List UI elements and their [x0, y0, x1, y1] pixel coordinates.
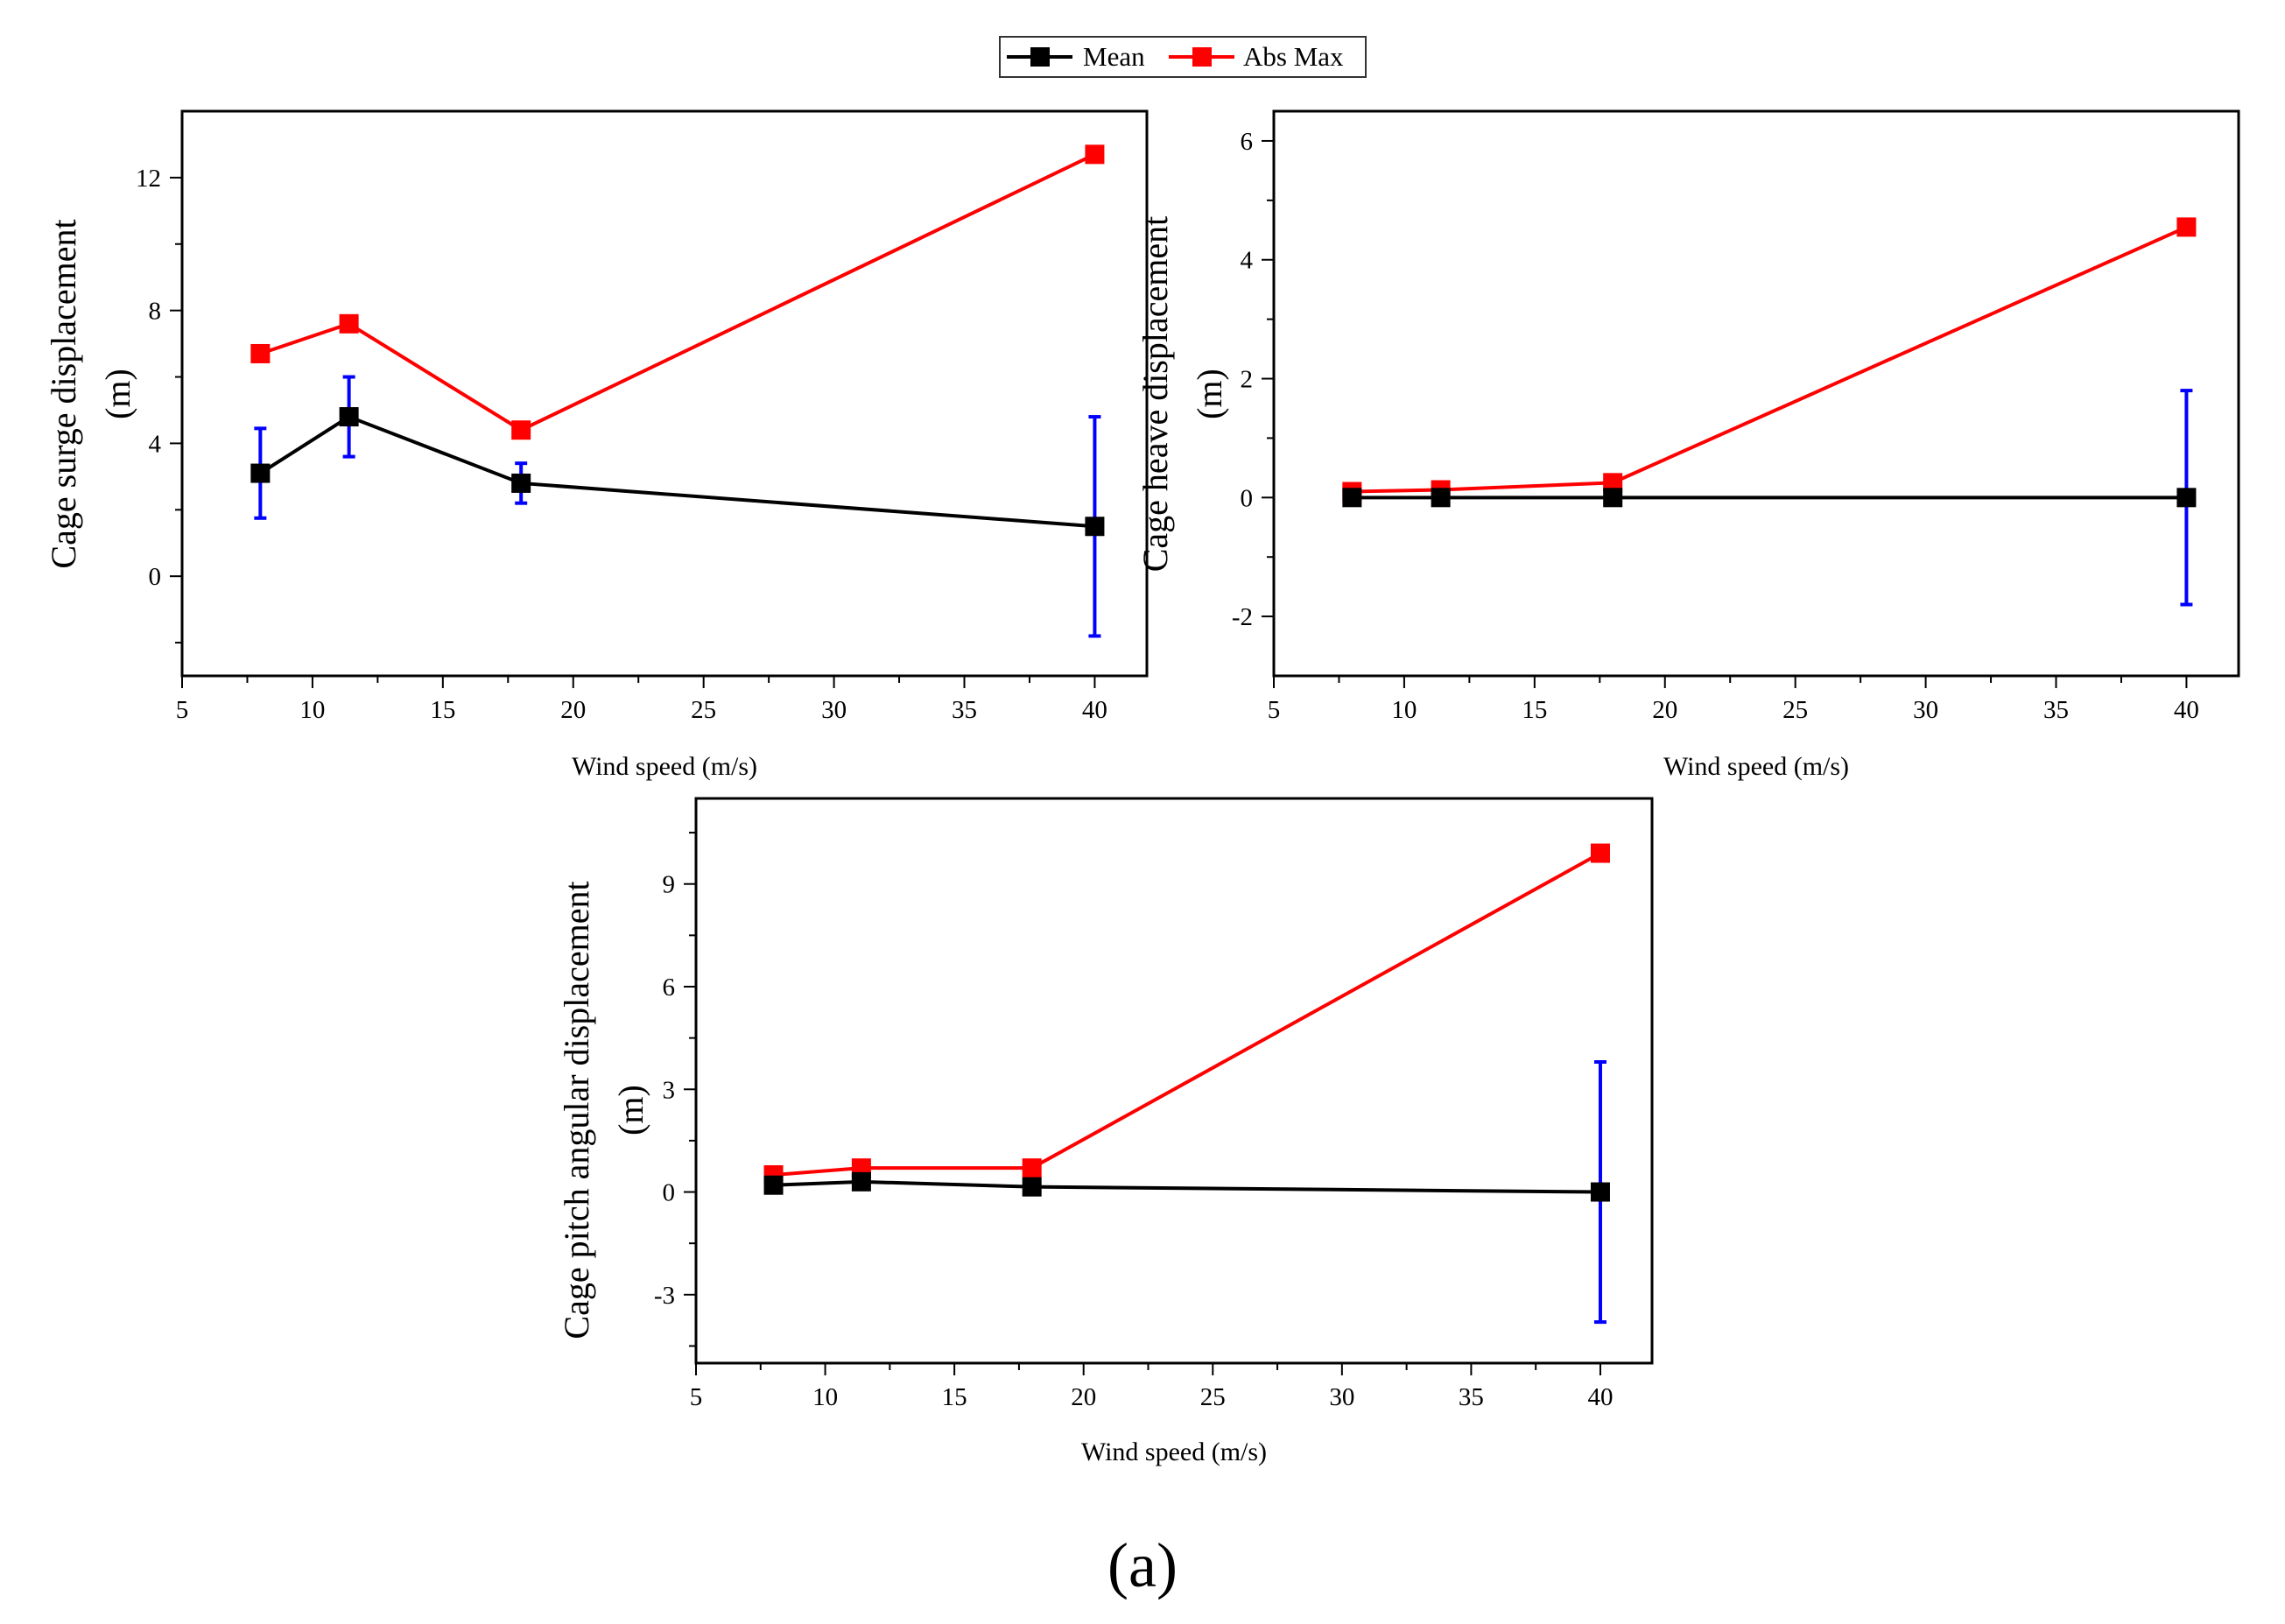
- absmax-series-line: [259, 152, 1096, 432]
- x-tick-label: 5: [690, 1383, 703, 1411]
- mean-point: [250, 463, 271, 483]
- x-tick-label: 40: [1587, 1383, 1613, 1411]
- y-tick-label: 9: [663, 871, 676, 899]
- x-tick-label: 20: [1652, 696, 1677, 724]
- y-tick-label: 12: [136, 165, 161, 193]
- x-tick-label: 15: [1522, 696, 1547, 724]
- legend-mean-label: Mean: [1083, 41, 1145, 72]
- mean-point: [1431, 488, 1451, 508]
- x-tick-label: 25: [1782, 696, 1808, 724]
- x-tick-label: 5: [1268, 696, 1281, 724]
- mean-series-line: [773, 1179, 1600, 1194]
- x-tick-label: 35: [952, 696, 977, 724]
- y-tick-label: 4: [1241, 247, 1254, 275]
- x-tick-label: 25: [691, 696, 716, 724]
- y-tick-label: 0: [663, 1179, 676, 1207]
- x-axis-title: Wind speed (m/s): [1081, 1438, 1267, 1466]
- absmax-series-line: [773, 851, 1601, 1177]
- absmax-point: [1590, 843, 1610, 863]
- x-tick-label: 10: [299, 696, 325, 724]
- absmax-series-line: [1352, 225, 2188, 494]
- x-tick-label: 30: [1329, 1383, 1354, 1411]
- x-tick-label: 25: [1200, 1383, 1226, 1411]
- mean-point: [1022, 1177, 1042, 1197]
- absmax-point: [1085, 144, 1105, 165]
- legend-mean-marker: [1030, 47, 1050, 67]
- x-tick-label: 15: [430, 696, 455, 724]
- legend-absmax-label: Abs Max: [1243, 41, 1344, 72]
- y-tick-label: -3: [654, 1282, 675, 1310]
- x-axis-title: Wind speed (m/s): [1663, 752, 1849, 781]
- mean-point: [1590, 1182, 1610, 1202]
- x-tick-label: 35: [1459, 1383, 1484, 1411]
- y-axis-title: Cage surge displacement: [44, 219, 83, 568]
- y-axis-unit: (m): [611, 1085, 650, 1135]
- mean-point: [1603, 488, 1623, 508]
- mean-series-line: [259, 414, 1095, 529]
- mean-point: [763, 1175, 784, 1195]
- x-tick-label: 20: [1071, 1383, 1096, 1411]
- y-tick-label: -2: [1232, 603, 1253, 631]
- mean-point: [339, 407, 359, 427]
- y-axis-title: Cage pitch angular displacement: [557, 881, 596, 1339]
- y-axis-unit: (m): [98, 369, 137, 419]
- absmax-point: [511, 420, 531, 440]
- absmax-point: [250, 343, 271, 363]
- legend-item-mean: Mean: [1007, 41, 1145, 72]
- x-tick-label: 10: [1391, 696, 1417, 724]
- x-tick-label: 35: [2043, 696, 2069, 724]
- panel-label: (a): [1107, 1530, 1178, 1600]
- x-tick-label: 40: [1082, 696, 1107, 724]
- x-tick-label: 20: [560, 696, 586, 724]
- chart-heave: 5 10 15 20 25 30 35 40 -2 0 2 4 6 Wind speed (m/s) Cag…: [1135, 109, 2240, 781]
- legend-absmax-marker: [1192, 47, 1212, 67]
- y-tick-label: 0: [1241, 484, 1254, 512]
- mean-point: [2176, 488, 2197, 508]
- y-tick-label: 6: [1241, 128, 1254, 156]
- mean-point: [851, 1171, 871, 1192]
- plot-frame: [694, 797, 1654, 1365]
- y-tick-label: 6: [663, 974, 676, 1002]
- y-tick-label: 8: [149, 298, 162, 326]
- plot-frame: [1272, 109, 2240, 678]
- absmax-point: [1022, 1158, 1042, 1178]
- mean-point: [1342, 488, 1362, 508]
- mean-point: [511, 473, 531, 493]
- y-tick-label: 2: [1241, 366, 1254, 394]
- y-tick-label: 3: [663, 1076, 676, 1104]
- plot-frame: [180, 109, 1149, 678]
- y-axis-unit: (m): [1190, 369, 1229, 419]
- y-tick-label: 0: [149, 563, 162, 591]
- legend: Mean Abs Max: [999, 36, 1367, 78]
- y-axis-title: Cage heave displacement: [1135, 216, 1175, 572]
- absmax-point: [2176, 217, 2197, 237]
- legend-item-absmax: Abs Max: [1169, 41, 1344, 72]
- x-tick-label: 10: [812, 1383, 838, 1411]
- absmax-point: [339, 313, 359, 334]
- x-tick-label: 15: [942, 1383, 967, 1411]
- x-tick-label: 5: [176, 696, 189, 724]
- x-tick-label: 30: [821, 696, 847, 724]
- x-tick-label: 40: [2174, 696, 2199, 724]
- x-axis-title: Wind speed (m/s): [572, 752, 757, 781]
- chart-pitch: 5 10 15 20 25 30 35 40 -3 0 3 6 9 Wind speed (m/s) Cag…: [557, 797, 1654, 1466]
- chart-surge: 5 10 15 20 25 30 35 40 0 4 8 12 Wind speed (m/s) Cage…: [44, 109, 1149, 781]
- x-tick-label: 30: [1913, 696, 1938, 724]
- absmax-point: [1603, 473, 1623, 493]
- y-tick-label: 4: [149, 430, 162, 458]
- mean-point: [1085, 517, 1105, 537]
